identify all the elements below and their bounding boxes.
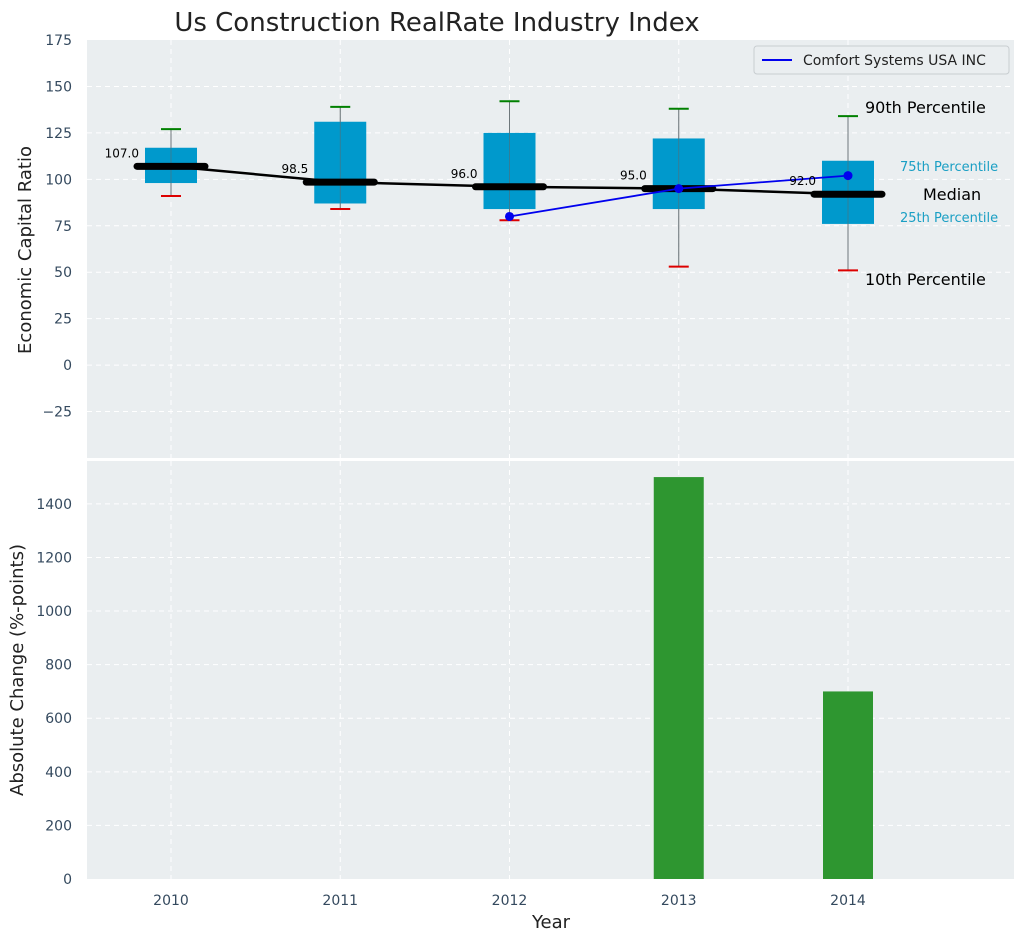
median-value-label: 92.0 [789,174,816,188]
bar-chart-bars [653,477,873,879]
y-tick-label: 150 [45,79,72,95]
bar-2013 [653,477,704,879]
box-plot-panel: −25 0 25 50 75 100 125 150 175 107.0 98.5 96.0 95.0… [15,33,1014,458]
y-tick-label: 0 [63,872,72,888]
y-tick-label: 50 [54,265,72,281]
y-tick-label: 200 [45,818,72,834]
series-point [843,171,853,181]
annotation-median: Median [923,185,981,204]
annotation-90th: 90th Percentile [865,98,986,117]
bar-chart-gridlines [87,461,1014,879]
bar-2014 [823,691,873,879]
median-trend-line [170,165,849,196]
box-plot-y-ticks: −25 0 25 50 75 100 125 150 175 [42,33,72,421]
y-tick-label: 0 [63,358,72,374]
x-tick-label: 2011 [322,893,358,909]
median-value-label: 98.5 [282,162,309,176]
series-point [674,184,684,194]
x-tick-label: 2014 [830,893,866,909]
y-tick-label: 175 [45,33,72,49]
series-point [505,211,514,221]
median-trend [170,165,849,196]
y-tick-label: 1400 [36,497,72,513]
annotation-10th: 10th Percentile [865,270,986,289]
bar-chart-y-ticks: 0 200 400 600 800 1000 1200 1400 [36,497,72,888]
x-tick-label: 2013 [661,893,697,909]
x-tick-label: 2012 [492,893,528,909]
y-tick-label: 1200 [36,550,72,566]
company-series [505,171,853,221]
median-value-label: 95.0 [620,169,647,183]
y-tick-label: 100 [45,172,72,188]
bar-chart-y-axis-label: Absolute Change (%-points) [7,544,28,796]
legend-label: Comfort Systems USA INC [803,53,986,69]
bar-chart-background [87,461,1014,879]
legend-box [753,45,1010,75]
box-plot-y-axis-label: Economic Capital Ratio [15,146,36,354]
legend: Comfort Systems USA INC [753,45,1010,75]
box-plot-gridlines [87,40,1014,458]
y-tick-label: 125 [45,126,72,142]
box-plot-background [87,40,1014,458]
y-tick-label: 800 [45,658,72,674]
y-tick-label: 1000 [36,604,72,620]
y-tick-label: 600 [45,711,72,727]
annotation-75th: 75th Percentile [900,160,998,175]
y-tick-label: −25 [42,405,72,421]
annotation-25th: 25th Percentile [900,211,998,226]
x-tick-label: 2010 [153,893,189,909]
y-tick-label: 25 [54,312,72,328]
x-axis-ticks: 2010 2011 2012 2013 2014 [153,893,866,909]
x-axis-label: Year [531,912,571,933]
median-value-label: 96.0 [451,167,478,181]
y-tick-label: 75 [54,219,72,235]
chart-title: Us Construction RealRate Industry Index [174,8,699,38]
median-labels: 107.0 98.5 96.0 95.0 92.0 [105,146,816,188]
median-value-label: 107.0 [105,146,139,160]
y-tick-label: 400 [45,765,72,781]
